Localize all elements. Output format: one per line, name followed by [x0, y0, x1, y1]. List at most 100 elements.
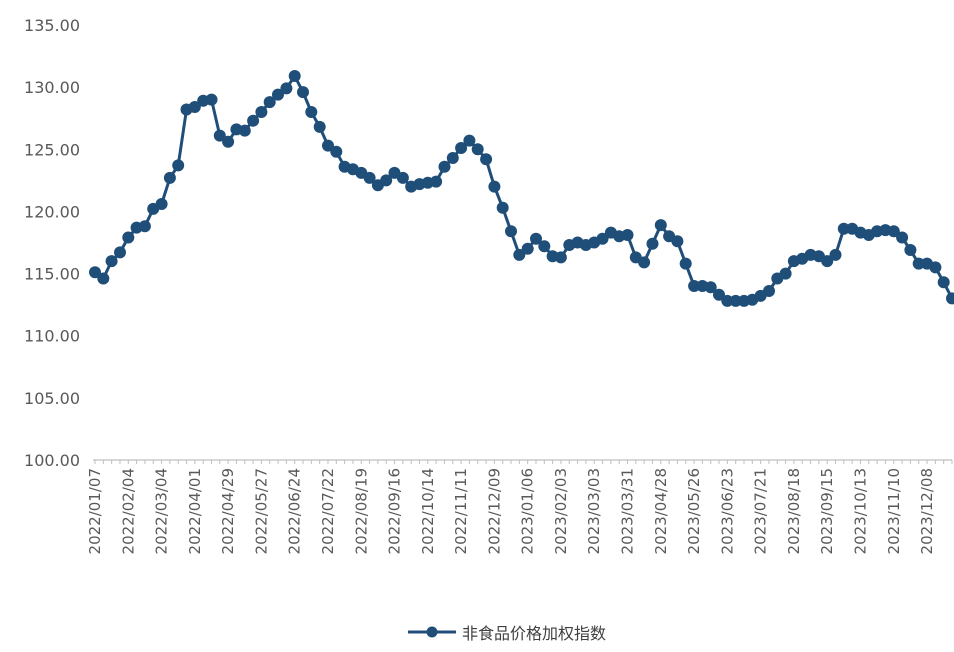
data-point[interactable]: [322, 139, 334, 152]
x-tick-label: 2023/10/13: [851, 468, 869, 554]
x-tick-label: 2023/03/03: [585, 468, 603, 554]
data-point[interactable]: [138, 220, 151, 233]
x-tick-label: 2022/10/14: [419, 468, 437, 554]
data-point[interactable]: [721, 294, 734, 307]
x-tick-label: 2022/11/11: [452, 468, 470, 554]
data-point[interactable]: [729, 294, 742, 307]
data-point[interactable]: [488, 180, 501, 193]
data-point[interactable]: [538, 240, 551, 253]
x-tick-label: 2022/03/04: [153, 468, 171, 554]
data-point[interactable]: [946, 292, 954, 305]
legend-marker-icon: [407, 626, 456, 638]
data-point[interactable]: [904, 244, 917, 256]
y-tick-label: 120.00: [24, 202, 80, 221]
data-point[interactable]: [155, 198, 168, 210]
data-point[interactable]: [513, 248, 526, 261]
x-tick-label: 2023/04/28: [652, 468, 670, 554]
data-point[interactable]: [688, 280, 701, 292]
data-point[interactable]: [213, 129, 226, 142]
data-point[interactable]: [238, 124, 251, 137]
x-tick-label: 2023/07/21: [752, 468, 770, 554]
data-point[interactable]: [829, 248, 842, 261]
data-point[interactable]: [313, 120, 326, 133]
data-point[interactable]: [713, 288, 725, 301]
data-point[interactable]: [929, 261, 942, 274]
data-point[interactable]: [272, 88, 284, 101]
data-point[interactable]: [704, 281, 717, 294]
data-point[interactable]: [280, 82, 293, 95]
data-point[interactable]: [463, 134, 476, 147]
data-point[interactable]: [896, 231, 909, 244]
data-point[interactable]: [837, 222, 850, 235]
data-point[interactable]: [679, 257, 692, 270]
data-point[interactable]: [671, 235, 684, 248]
data-point[interactable]: [654, 219, 667, 232]
data-point[interactable]: [638, 256, 651, 269]
data-point[interactable]: [105, 255, 118, 268]
x-tick-label: 2023/01/06: [519, 468, 537, 554]
y-tick-label: 105.00: [24, 389, 80, 408]
data-point[interactable]: [937, 276, 950, 289]
data-point[interactable]: [505, 225, 517, 238]
x-tick-label: 2022/07/22: [319, 468, 337, 554]
data-point[interactable]: [471, 143, 484, 156]
data-point[interactable]: [363, 171, 376, 184]
data-point[interactable]: [763, 285, 775, 297]
data-point[interactable]: [288, 70, 301, 82]
x-tick-label: 2023/05/26: [685, 468, 703, 554]
data-point[interactable]: [554, 251, 567, 264]
data-point[interactable]: [821, 255, 834, 268]
x-tick-label: 2023/08/18: [785, 468, 803, 554]
data-point[interactable]: [97, 272, 110, 285]
y-tick-label: 115.00: [24, 265, 80, 284]
x-tick-label: 2022/05/27: [252, 468, 270, 554]
data-point[interactable]: [530, 232, 542, 245]
data-point[interactable]: [122, 231, 135, 244]
data-point[interactable]: [496, 201, 509, 214]
data-point[interactable]: [172, 159, 185, 172]
x-tick-label: 2022/04/01: [186, 468, 204, 554]
y-tick-label: 110.00: [24, 327, 80, 346]
data-point[interactable]: [163, 171, 176, 184]
x-axis: [93, 459, 953, 464]
legend-label: 非食品价格加权指数: [461, 624, 606, 643]
data-point[interactable]: [912, 257, 925, 270]
data-point[interactable]: [188, 101, 201, 113]
x-axis-ticks: 2022/01/07 2022/02/04 2022/03/04 2022/04/01…: [86, 468, 936, 554]
data-point[interactable]: [89, 266, 101, 279]
data-point[interactable]: [446, 152, 459, 164]
data-point[interactable]: [455, 142, 468, 154]
data-point[interactable]: [596, 232, 609, 245]
x-tick-label: 2023/02/03: [552, 468, 570, 554]
data-point[interactable]: [297, 86, 309, 99]
data-point[interactable]: [887, 225, 900, 238]
x-tick-label: 2022/01/07: [86, 468, 104, 554]
data-point[interactable]: [396, 171, 409, 184]
legend-item[interactable]: 非食品价格加权指数: [407, 620, 606, 644]
x-tick-label: 2022/09/16: [386, 468, 404, 554]
data-point[interactable]: [305, 106, 318, 118]
data-point[interactable]: [438, 160, 451, 173]
data-point[interactable]: [255, 106, 268, 118]
data-point[interactable]: [380, 174, 393, 187]
data-point[interactable]: [114, 246, 126, 259]
data-point[interactable]: [247, 114, 260, 127]
data-point[interactable]: [646, 237, 659, 250]
data-point[interactable]: [779, 267, 792, 280]
data-point[interactable]: [480, 153, 493, 166]
x-tick-label: 2022/04/29: [219, 468, 237, 554]
data-point[interactable]: [205, 93, 218, 106]
data-point[interactable]: [263, 96, 276, 109]
y-tick-label: 100.00: [24, 451, 80, 470]
data-point[interactable]: [222, 135, 235, 148]
series-line: [94, 74, 954, 303]
data-point[interactable]: [621, 229, 634, 241]
y-axis-ticks: 100.00 105.00 110.00 115.00 120.00 125.00 130.…: [24, 16, 80, 470]
x-tick-label: 2023/06/23: [718, 468, 736, 554]
series-layer: [89, 70, 954, 307]
data-point[interactable]: [521, 242, 534, 255]
data-point[interactable]: [430, 175, 443, 188]
data-point[interactable]: [330, 145, 343, 158]
